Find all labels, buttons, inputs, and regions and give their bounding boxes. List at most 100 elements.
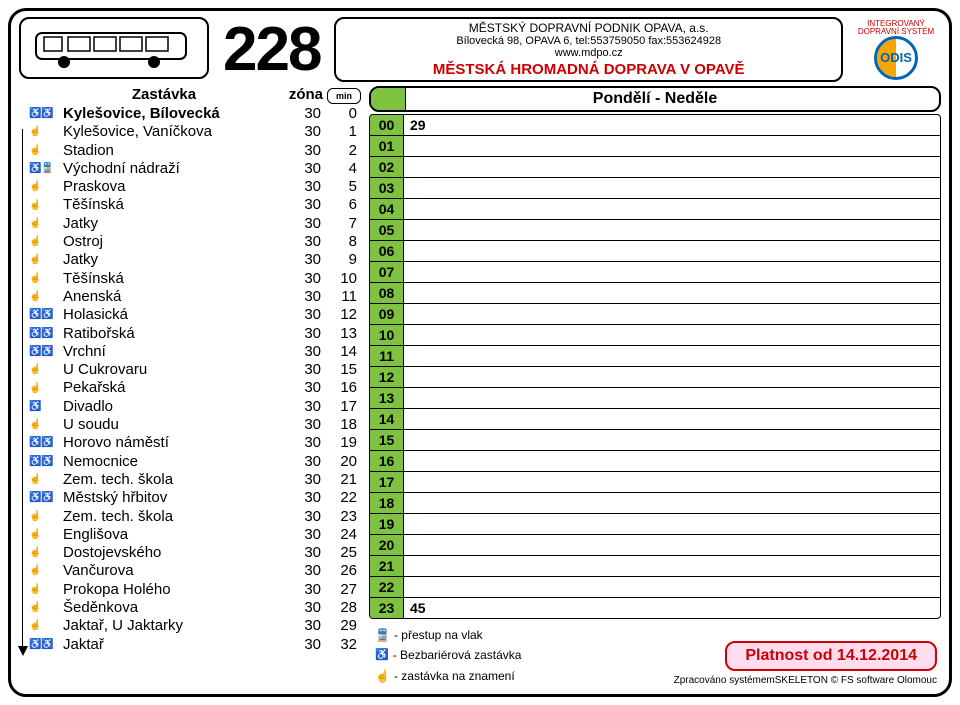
stop-zone: 30	[289, 508, 321, 526]
schedule-minutes	[404, 556, 940, 576]
stops-column: Zastávka zóna min ♿♿Kylešovice, Bíloveck…	[19, 86, 361, 654]
schedule-minutes: 29	[404, 115, 940, 135]
stop-icons: ☝	[29, 291, 63, 303]
direction-arrow	[19, 105, 29, 654]
stop-min: 29	[321, 617, 361, 635]
stop-name: Jaktař, U Jaktarky	[63, 617, 289, 635]
schedule-minutes	[404, 535, 940, 555]
stop-name: Ratibořská	[63, 325, 289, 343]
stop-icons: ☝	[29, 236, 63, 248]
stop-zone: 30	[289, 178, 321, 196]
stop-icons: ♿🚆	[29, 163, 63, 175]
stop-icons: ☝	[29, 273, 63, 285]
stop-zone: 30	[289, 636, 321, 654]
stop-name: Zem. tech. škola	[63, 471, 289, 489]
stop-row: ☝Jatky307	[29, 215, 361, 233]
schedule-hour: 07	[370, 262, 404, 282]
schedule-row: 0029	[370, 115, 940, 136]
stop-min: 7	[321, 215, 361, 233]
stop-min: 4	[321, 160, 361, 178]
stop-row: ☝Prokopa Holého3027	[29, 581, 361, 599]
schedule-hour: 11	[370, 346, 404, 366]
schedule-minutes	[404, 220, 940, 240]
main-row: Zastávka zóna min ♿♿Kylešovice, Bíloveck…	[19, 86, 941, 686]
stop-min: 28	[321, 599, 361, 617]
stop-min: 14	[321, 343, 361, 361]
stop-zone: 30	[289, 288, 321, 306]
stop-name: Holasická	[63, 306, 289, 324]
schedule-row: 15	[370, 430, 940, 451]
schedule-title: Pondělí - Neděle	[593, 90, 717, 107]
bus-icon	[34, 27, 194, 69]
stop-min: 5	[321, 178, 361, 196]
schedule-row: 05	[370, 220, 940, 241]
schedule-hour: 02	[370, 157, 404, 177]
stop-zone: 30	[289, 325, 321, 343]
stop-row: ☝Pekařská3016	[29, 379, 361, 397]
stop-name: Dostojevského	[63, 544, 289, 562]
stop-icons: ♿♿	[29, 108, 63, 120]
stop-name: Divadlo	[63, 398, 289, 416]
hand-icon: ☝	[375, 666, 390, 686]
stop-min: 21	[321, 471, 361, 489]
stop-row: ☝Stadion302	[29, 142, 361, 160]
schedule-minutes	[404, 367, 940, 387]
schedule-row: 22	[370, 577, 940, 598]
schedule-minutes	[404, 472, 940, 492]
schedule-hour: 12	[370, 367, 404, 387]
stop-name: Vančurova	[63, 562, 289, 580]
stop-icons: ☝	[29, 602, 63, 614]
logo-box: INTEGROVANÝ DOPRAVNÍ SYSTÉM ODIS	[851, 17, 941, 82]
stop-name: Městský hřbitov	[63, 489, 289, 507]
stop-icons: ♿♿	[29, 456, 63, 468]
stop-zone: 30	[289, 617, 321, 635]
stop-min: 1	[321, 123, 361, 141]
schedule-hour: 05	[370, 220, 404, 240]
stop-icons: ♿♿	[29, 437, 63, 449]
schedule-minutes	[404, 493, 940, 513]
schedule-header: Pondělí - Neděle	[369, 86, 941, 112]
schedule-minutes	[404, 346, 940, 366]
schedule-row: 16	[370, 451, 940, 472]
stop-zone: 30	[289, 562, 321, 580]
stop-name: Prokopa Holého	[63, 581, 289, 599]
stop-zone: 30	[289, 489, 321, 507]
stop-min: 15	[321, 361, 361, 379]
stop-min: 17	[321, 398, 361, 416]
stop-icons: ♿♿	[29, 639, 63, 651]
stop-icons: ☝	[29, 218, 63, 230]
stop-zone: 30	[289, 581, 321, 599]
schedule-minutes	[404, 199, 940, 219]
legend-train: - přestup na vlak	[394, 625, 483, 645]
schedule-minutes	[404, 304, 940, 324]
stop-name: Ostroj	[63, 233, 289, 251]
stop-zone: 30	[289, 270, 321, 288]
stop-min: 13	[321, 325, 361, 343]
stop-zone: 30	[289, 453, 321, 471]
stop-row: ♿♿Jaktař3032	[29, 636, 361, 654]
schedule-row: 19	[370, 514, 940, 535]
footer-right: Platnost od 14.12.2014 Zpracováno systém…	[674, 641, 937, 686]
schedule-hour: 18	[370, 493, 404, 513]
stop-row: ☝Zem. tech. škola3021	[29, 471, 361, 489]
stop-row: ☝U soudu3018	[29, 416, 361, 434]
stop-icons: ☝	[29, 364, 63, 376]
schedule-hour: 16	[370, 451, 404, 471]
stop-zone: 30	[289, 526, 321, 544]
schedule-hour: 04	[370, 199, 404, 219]
stop-row: ♿♿Kylešovice, Bílovecká300	[29, 105, 361, 123]
stop-icons: ♿♿	[29, 346, 63, 358]
stops-header-zone: zóna	[275, 86, 323, 103]
stop-min: 0	[321, 105, 361, 123]
schedule-hour: 20	[370, 535, 404, 555]
stop-min: 2	[321, 142, 361, 160]
schedule-row: 17	[370, 472, 940, 493]
stop-name: Pekařská	[63, 379, 289, 397]
schedule-hour: 10	[370, 325, 404, 345]
schedule-hour: 00	[370, 115, 404, 135]
schedule-row: 02	[370, 157, 940, 178]
stop-row: ☝Těšínská3010	[29, 270, 361, 288]
stop-row: ☝Praskova305	[29, 178, 361, 196]
stop-min: 23	[321, 508, 361, 526]
stop-row: ♿♿Vrchní3014	[29, 343, 361, 361]
